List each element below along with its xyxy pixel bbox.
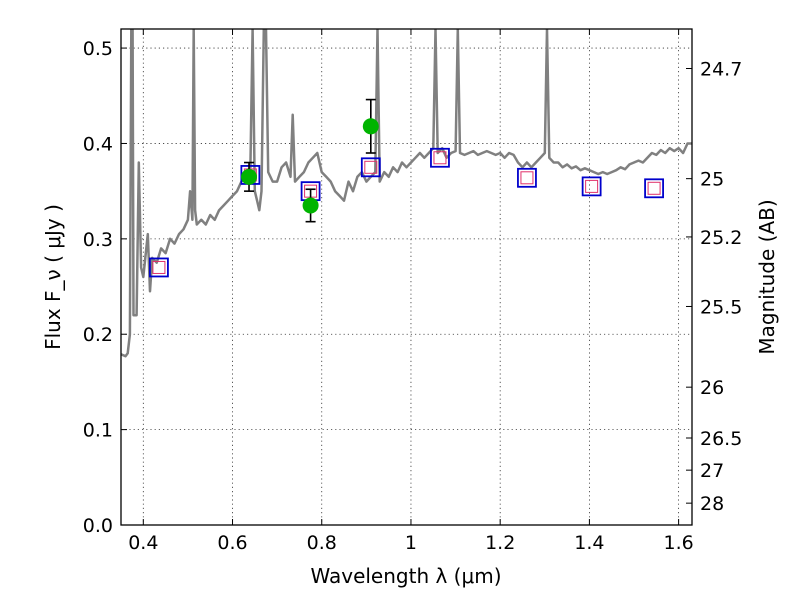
x-tick-label: 1.4 [574, 532, 604, 554]
model-box-inner [152, 260, 166, 274]
x-tick-label: 1.6 [664, 532, 694, 554]
x-tick-label: 0.6 [217, 532, 247, 554]
observed-point [302, 197, 319, 214]
model-box [430, 147, 450, 168]
x-axis-label: Wavelength λ (μm) [310, 564, 501, 588]
model-box-inner [585, 179, 599, 193]
x-tick-label: 1 [405, 532, 417, 554]
right-tick-label: 27 [700, 460, 724, 482]
axes: 0.4 0.6 0.8 1 1.2 1.4 1.6 0.0 0.1 0.2 0.3 0.4 0.5 24.… [83, 29, 742, 554]
right-tick-label: 28 [700, 493, 724, 515]
y-tick-label: 0.1 [83, 420, 113, 442]
y-tick-label: 0.3 [83, 229, 113, 251]
x-tick-label: 1.2 [485, 532, 515, 554]
model-box [360, 157, 381, 178]
model-box [517, 167, 537, 188]
model-box-inner [520, 171, 534, 185]
y-tick-label: 0.4 [83, 133, 113, 155]
right-tick-label: 25.5 [700, 296, 742, 318]
right-tick-label: 24.7 [700, 58, 742, 80]
y-tick-label: 0.2 [83, 324, 113, 346]
right-tick-label: 25 [700, 169, 724, 191]
y-axis-label: Flux F_ν ( μJy ) [41, 204, 65, 350]
sed-line [121, 29, 692, 358]
x-tick-label: 0.4 [128, 532, 158, 554]
observed-point [362, 118, 379, 135]
model-box-inner [364, 160, 378, 174]
model-box [644, 178, 664, 199]
right-axis-label: Magnitude (AB) [755, 199, 779, 354]
x-tick-label: 0.8 [307, 532, 337, 554]
right-tick-label: 26 [700, 377, 724, 399]
model-box-inner [433, 151, 447, 165]
data-layer [121, 29, 692, 358]
y-tick-label: 0.0 [83, 515, 113, 537]
model-box-inner [647, 181, 661, 195]
grid [121, 29, 692, 526]
right-tick-label: 25.2 [700, 227, 742, 249]
y-tick-label: 0.5 [83, 38, 113, 60]
plot-frame [120, 28, 693, 526]
model-box [581, 176, 602, 197]
right-tick-label: 26.5 [700, 428, 742, 450]
observed-point [241, 168, 258, 185]
model-box [149, 257, 169, 278]
